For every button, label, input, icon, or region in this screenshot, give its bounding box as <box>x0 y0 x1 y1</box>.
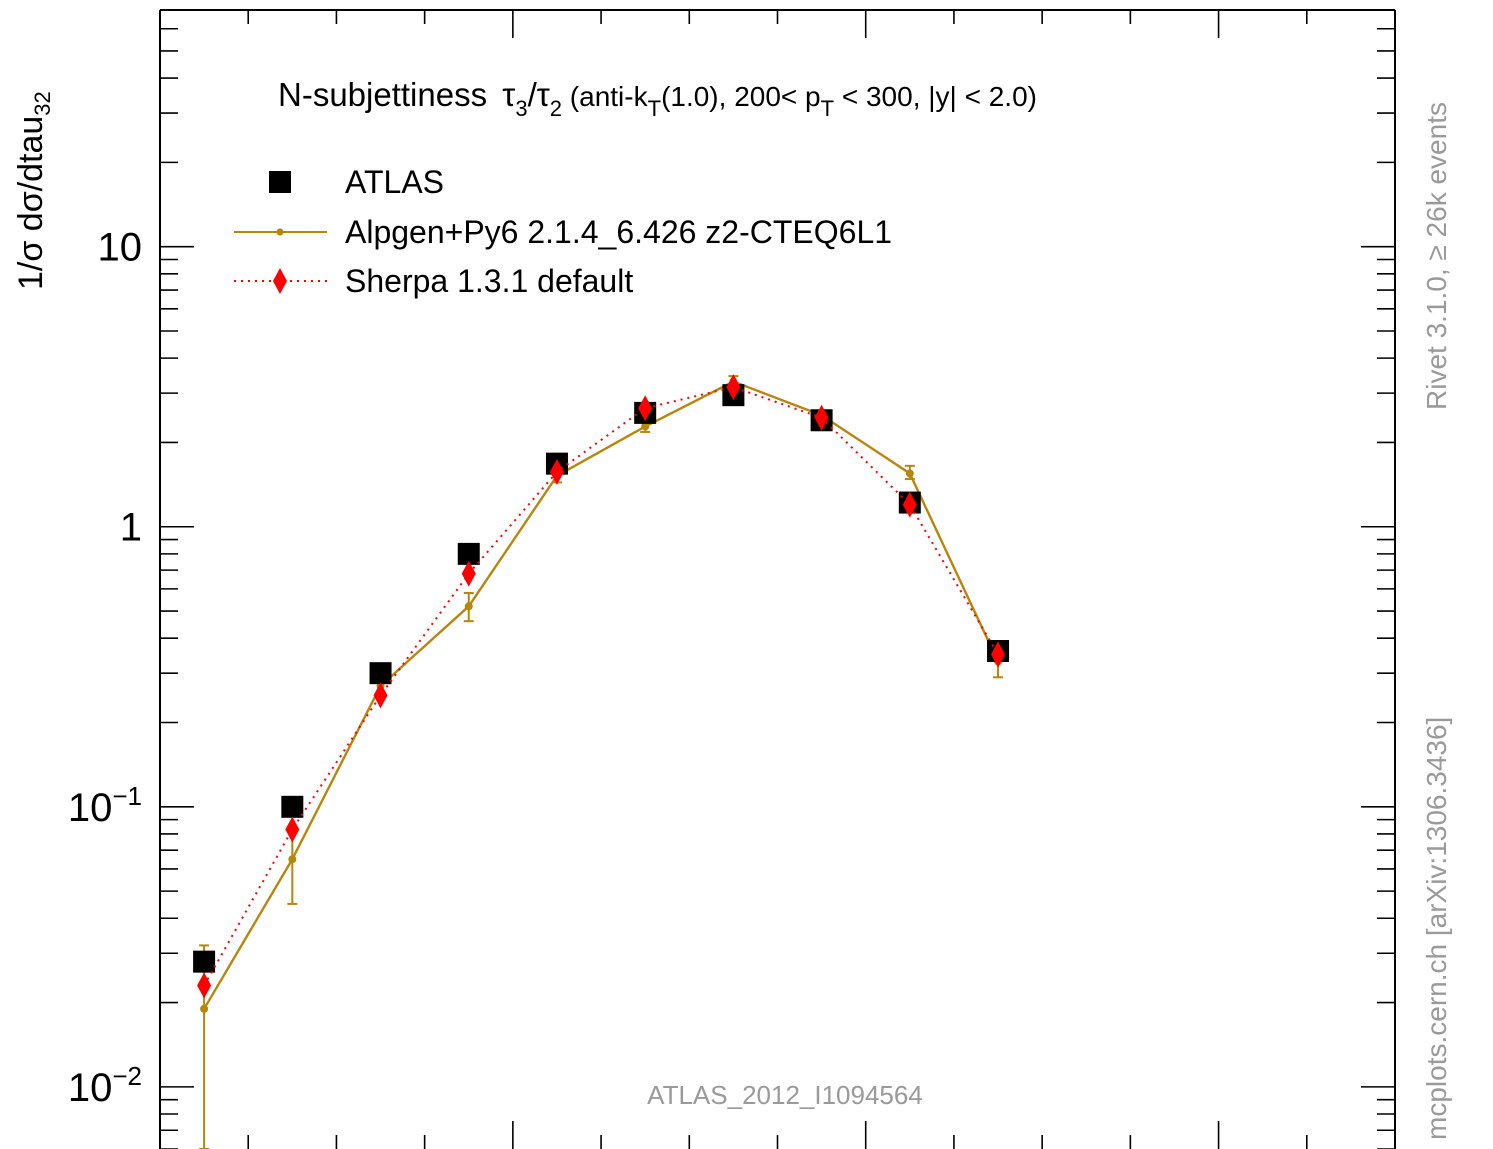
analysis-watermark: ATLAS_2012_I1094564 <box>647 1080 923 1110</box>
legend: ATLAS Alpgen+Py6 2.1.4_6.426 z2-CTEQ6L1 … <box>234 164 892 299</box>
y-axis-label: 1/σ dσ/dtau32 <box>12 91 55 290</box>
alpgen-point <box>464 602 473 611</box>
plot-axes <box>159 9 1396 1149</box>
alpgen-point <box>641 422 650 431</box>
series-sherpa <box>197 374 1006 999</box>
series-atlas <box>193 384 1010 973</box>
legend-sherpa-marker <box>273 268 287 294</box>
rivet-version-label: Rivet 3.1.0, ≥ 26k events <box>1421 102 1452 410</box>
y-tick-labels: 10 1 10−1 10−2 <box>68 226 142 1110</box>
legend-sherpa-label: Sherpa 1.3.1 default <box>345 263 633 299</box>
sherpa-point <box>814 404 829 431</box>
alpgen-point <box>905 469 914 478</box>
alpgen-point <box>288 855 297 864</box>
sherpa-point <box>638 395 653 422</box>
alpgen-line <box>203 380 1000 1010</box>
sherpa-point <box>549 458 564 485</box>
sherpa-point <box>902 491 917 518</box>
y-tick-label: 10−2 <box>68 1061 142 1110</box>
y-tick-label: 10 <box>98 226 143 270</box>
legend-alpgen-marker <box>276 228 284 236</box>
legend-alpgen-label: Alpgen+Py6 2.1.4_6.426 z2-CTEQ6L1 <box>345 214 892 250</box>
atlas-point <box>281 795 304 818</box>
sherpa-point <box>197 972 212 999</box>
sherpa-line <box>203 386 999 987</box>
sherpa-point <box>373 682 388 709</box>
y-tick-label: 1 <box>120 506 142 550</box>
series-alpgen <box>199 375 1004 1149</box>
y-tick-label: 10−1 <box>68 781 142 830</box>
sherpa-point <box>461 560 476 587</box>
sherpa-point <box>285 816 300 843</box>
chart-title: N-subjettiness τ3/τ2 (anti-kT(1.0), 200<… <box>278 76 1037 121</box>
sherpa-point <box>726 374 741 401</box>
legend-atlas-marker <box>269 171 291 193</box>
source-label: mcplots.cern.ch [arXiv:1306.3436] <box>1421 717 1452 1140</box>
atlas-point <box>457 542 480 565</box>
atlas-point <box>193 950 216 973</box>
alpgen-point <box>200 1004 209 1013</box>
atlas-point <box>369 662 392 685</box>
sherpa-point <box>991 641 1006 668</box>
legend-atlas-label: ATLAS <box>345 164 444 200</box>
